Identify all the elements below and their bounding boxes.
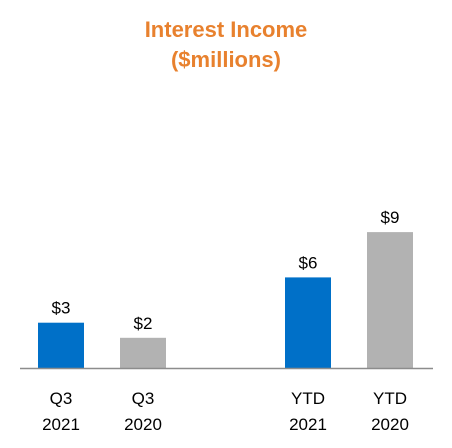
x-tick-label: 2021 xyxy=(42,415,80,434)
x-tick-label: YTD xyxy=(291,389,325,408)
bar xyxy=(285,277,331,368)
x-tick-label: Q3 xyxy=(132,389,155,408)
bar xyxy=(120,337,166,368)
chart-title-line1: Interest Income xyxy=(144,17,308,42)
x-tick-label: Q3 xyxy=(50,389,73,408)
x-tick-label: 2020 xyxy=(371,415,409,434)
x-tick-label: 2020 xyxy=(124,415,162,434)
data-label: $3 xyxy=(52,299,71,318)
data-label: $2 xyxy=(134,314,153,333)
x-tick-label: 2021 xyxy=(289,415,327,434)
chart-title-line2: ($millions) xyxy=(170,47,281,72)
data-label: $6 xyxy=(299,253,318,272)
bar xyxy=(367,232,413,368)
x-tick-label: YTD xyxy=(373,389,407,408)
bar xyxy=(38,322,84,368)
data-label: $9 xyxy=(381,208,400,227)
